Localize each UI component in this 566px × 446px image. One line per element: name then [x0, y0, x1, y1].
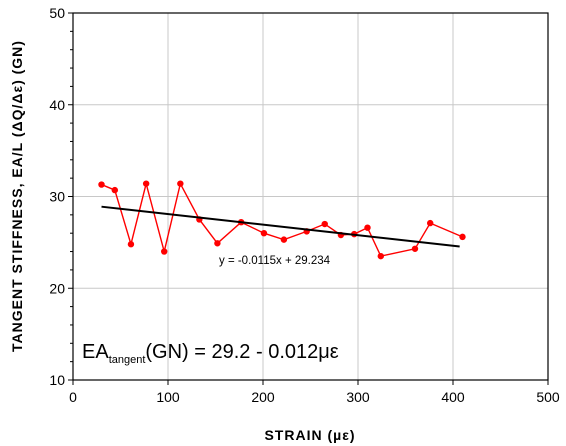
y-tick-label: 50	[49, 5, 65, 21]
x-axis-title: STRAIN (µε)	[264, 427, 355, 443]
data-point	[377, 252, 384, 260]
formula-main: EA	[82, 341, 109, 363]
y-tick-label: 10	[49, 372, 65, 388]
plot-frame	[72, 12, 549, 381]
data-point	[177, 180, 184, 187]
x-tick-label: 0	[69, 389, 77, 405]
trendline-layer	[101, 205, 460, 248]
y-axis-title: TANGENT STIFFNESS, EA/L (ΔQ/Δε) (GN)	[9, 40, 25, 352]
data-point	[111, 186, 119, 194]
data-point	[214, 240, 221, 247]
data-point	[321, 220, 328, 228]
data-point	[280, 236, 288, 243]
data-point	[142, 180, 150, 187]
x-tick-labels: 0 100 200 300 400 500	[69, 389, 560, 405]
data-point	[161, 248, 168, 255]
data-series	[98, 180, 466, 260]
data-point	[260, 230, 268, 237]
axes	[68, 12, 549, 385]
tangent-formula: EAtangent(GN) = 29.2 - 0.012με	[82, 341, 339, 366]
data-point	[459, 233, 466, 241]
x-tick-label: 300	[346, 389, 370, 405]
data-point	[427, 219, 434, 227]
y-tick-label: 30	[49, 189, 65, 205]
x-tick-label: 400	[441, 389, 465, 405]
y-tick-labels: 10 20 30 40 50	[49, 5, 65, 388]
y-tick-label: 20	[49, 280, 65, 296]
y-tick-label: 40	[49, 97, 65, 113]
series-line	[101, 180, 463, 257]
data-point	[127, 241, 135, 248]
x-tick-label: 200	[251, 389, 275, 405]
x-tick-label: 100	[156, 389, 180, 405]
x-tick-label: 500	[536, 389, 560, 405]
data-point	[364, 224, 371, 231]
data-point	[98, 181, 105, 188]
formula-rest: (GN) = 29.2 - 0.012με	[145, 341, 338, 363]
trend-equation-label: y = -0.0115x + 29.234	[219, 255, 331, 267]
formula-subscript: tangent	[109, 354, 146, 366]
trendline	[101, 205, 460, 248]
data-point	[411, 245, 419, 252]
gridlines	[73, 13, 548, 380]
